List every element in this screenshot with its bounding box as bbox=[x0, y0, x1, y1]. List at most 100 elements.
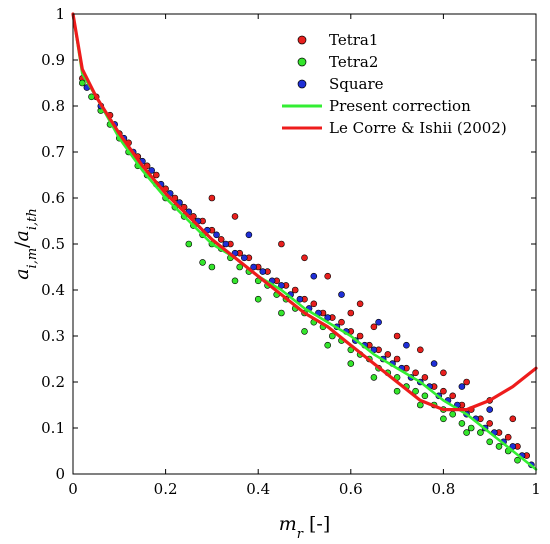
legend-entry-square: Square bbox=[297, 75, 384, 93]
tetra2-point bbox=[463, 429, 470, 436]
tetra1-point bbox=[393, 332, 401, 340]
scatter-points bbox=[79, 75, 535, 469]
tetra2-point bbox=[370, 374, 378, 381]
tetra2-point bbox=[449, 410, 457, 418]
y-tick-label: 0.5 bbox=[41, 235, 65, 253]
square-point bbox=[222, 240, 230, 248]
tetra2-point bbox=[236, 263, 243, 271]
legend-label: Le Corre & Ishii (2002) bbox=[329, 119, 507, 137]
legend: Tetra1 Tetra2 Square Present correction Le C… bbox=[282, 31, 507, 137]
square-point bbox=[310, 272, 318, 280]
square-point bbox=[486, 406, 494, 413]
tetra1-point bbox=[486, 420, 494, 427]
tetra1-point bbox=[310, 300, 318, 308]
y-tick-label: 0.4 bbox=[41, 281, 65, 299]
y-tick-label: 0.9 bbox=[41, 51, 65, 69]
square-point bbox=[148, 167, 155, 174]
tetra2-point bbox=[347, 360, 355, 367]
legend-entry-le-corre-ishii-2002: Le Corre & Ishii (2002) bbox=[282, 119, 507, 137]
tetra1-point bbox=[356, 332, 364, 340]
x-tick-label: 1 bbox=[531, 480, 541, 498]
tetra1-point bbox=[356, 300, 364, 308]
y-tick-label: 0.7 bbox=[41, 143, 65, 161]
square-point bbox=[430, 360, 438, 367]
square-point bbox=[250, 263, 257, 271]
legend-label: Tetra1 bbox=[329, 31, 378, 49]
tetra2-point bbox=[199, 259, 206, 266]
square-point bbox=[338, 291, 345, 298]
tetra1-point bbox=[278, 240, 285, 248]
x-tick-label: 0 bbox=[68, 480, 78, 498]
tetra1-point bbox=[324, 272, 332, 280]
y-tick-label: 0.8 bbox=[41, 97, 65, 115]
x-tick-label: 0.8 bbox=[431, 480, 455, 498]
tetra2-point bbox=[514, 456, 521, 464]
tetra2-point bbox=[495, 443, 503, 450]
square-point bbox=[324, 314, 332, 321]
tetra1-point bbox=[412, 369, 419, 377]
tetra1-point bbox=[338, 318, 345, 326]
y-tick-label: 0.1 bbox=[41, 419, 65, 437]
y-tick-label: 0.6 bbox=[41, 189, 65, 207]
tetra2-point bbox=[458, 420, 466, 427]
legend-label: Present correction bbox=[329, 97, 471, 115]
legend-entry-present-correction: Present correction bbox=[282, 97, 471, 115]
tetra1-point bbox=[421, 374, 429, 381]
legend-label: Square bbox=[329, 75, 384, 93]
tetra2-point bbox=[278, 309, 285, 317]
tetra1-point bbox=[440, 387, 447, 395]
y-tick-label: 0.2 bbox=[41, 373, 65, 391]
tetra2-point bbox=[393, 387, 401, 395]
tetra1-point bbox=[301, 254, 308, 262]
tetra1-point bbox=[463, 378, 470, 386]
x-axis-label: mr [-] bbox=[279, 513, 331, 542]
present-correction-line bbox=[71, 12, 538, 471]
tetra1-point bbox=[384, 351, 392, 358]
tetra1-point bbox=[393, 355, 401, 363]
legend-entry-tetra1: Tetra1 bbox=[297, 31, 378, 49]
square-point bbox=[458, 383, 466, 390]
tetra1-point bbox=[449, 392, 457, 400]
tetra2-point bbox=[328, 332, 336, 340]
tetra1-point bbox=[347, 309, 355, 317]
axis-ticks: 0 0.2 0.4 0.6 0.8 1 0 0.1 0.2 0.3 0.4 0.5 0.6 0.7 0.8 0… bbox=[41, 5, 541, 498]
series-lines bbox=[71, 12, 538, 471]
legend-entry-tetra2: Tetra2 bbox=[297, 53, 378, 71]
tetra2-point bbox=[486, 438, 494, 446]
x-tick-label: 0.2 bbox=[154, 480, 178, 498]
square-point bbox=[245, 231, 253, 239]
tetra1-point bbox=[153, 171, 160, 179]
tetra2-point bbox=[254, 295, 262, 303]
y-tick-label: 1 bbox=[55, 5, 65, 23]
tetra1-point bbox=[217, 236, 225, 243]
legend-marker bbox=[297, 79, 307, 89]
square-point bbox=[213, 231, 220, 239]
square-point bbox=[278, 282, 285, 289]
tetra2-point bbox=[79, 79, 86, 87]
x-tick-label: 0.6 bbox=[339, 480, 363, 498]
series-tetra1 bbox=[79, 75, 531, 459]
y-tick-label: 0 bbox=[55, 465, 65, 483]
tetra2-point bbox=[421, 392, 429, 400]
tetra2-point bbox=[412, 387, 419, 395]
tetra2-point bbox=[301, 328, 308, 335]
tetra1-point bbox=[416, 346, 424, 354]
x-tick-label: 0.4 bbox=[246, 480, 270, 498]
square-point bbox=[375, 318, 382, 326]
tetra1-point bbox=[504, 433, 512, 441]
tetra1-point bbox=[231, 213, 239, 220]
tetra2-point bbox=[185, 240, 193, 248]
tetra1-point bbox=[291, 286, 299, 294]
y-tick-label: 0.3 bbox=[41, 327, 65, 345]
tetra2-point bbox=[467, 424, 475, 432]
tetra1-point bbox=[370, 323, 378, 331]
tetra2-point bbox=[231, 277, 239, 285]
le-corre-ishii-2002-line bbox=[71, 12, 538, 412]
tetra2-point bbox=[477, 429, 484, 436]
y-axis-label: ai,m/ai,th bbox=[11, 208, 40, 280]
tetra2-point bbox=[440, 415, 447, 423]
square-point bbox=[296, 295, 304, 303]
tetra2-point bbox=[208, 263, 216, 271]
tetra2-point bbox=[324, 341, 332, 349]
